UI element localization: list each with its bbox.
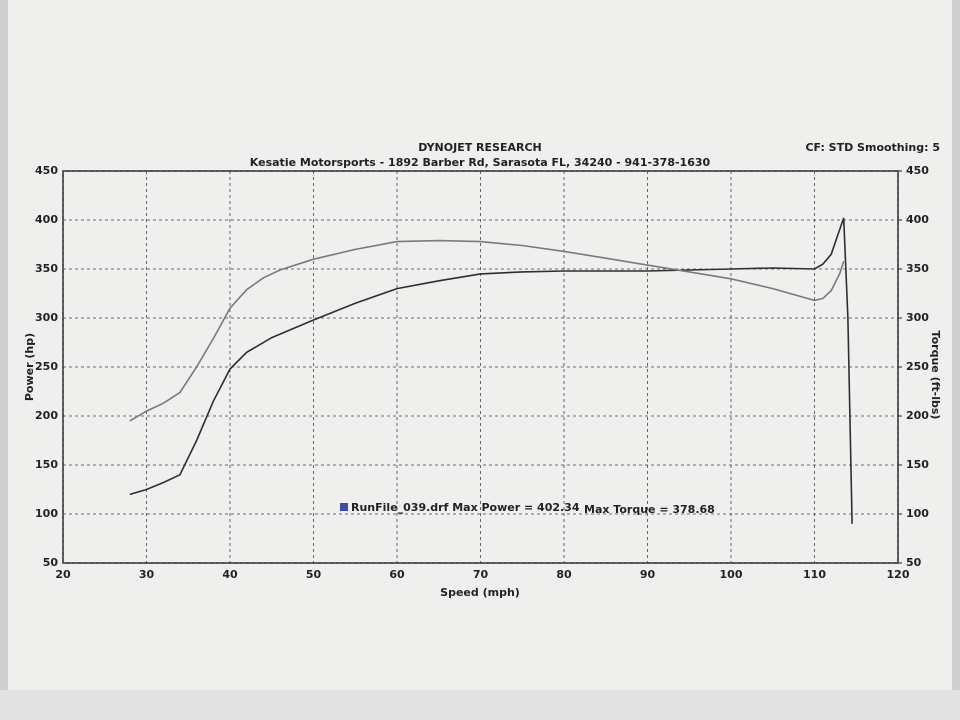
- y2-tick-label: 450: [906, 164, 929, 177]
- x-tick-label: 90: [640, 568, 656, 581]
- y-tick-label: 200: [35, 409, 58, 422]
- annotation: Max Torque = 378.68: [584, 503, 715, 516]
- y2-tick-label: 350: [906, 262, 929, 275]
- data-line: [129, 217, 853, 524]
- y2-tick-label: 50: [906, 556, 922, 569]
- x-tick-label: 20: [55, 568, 71, 581]
- sleeve: [0, 690, 960, 720]
- y-tick-label: 100: [35, 507, 58, 520]
- x-tick-label: 40: [222, 568, 238, 581]
- y2-tick-label: 150: [906, 458, 929, 471]
- settings-label: CF: STD Smoothing: 5: [805, 141, 940, 154]
- x-tick-label: 120: [887, 568, 910, 581]
- y2-tick-label: 300: [906, 311, 929, 324]
- legend-swatch: [340, 503, 348, 511]
- y2-tick-label: 400: [906, 213, 929, 226]
- x-tick-label: 110: [803, 568, 826, 581]
- x-tick-label: 100: [720, 568, 743, 581]
- data-line: [129, 239, 845, 422]
- y-axis-label: Power (hp): [23, 333, 36, 401]
- annotation: RunFile_039.drf Max Power = 402.34: [351, 501, 580, 514]
- x-axis-label: Speed (mph): [440, 586, 520, 599]
- y2-tick-label: 100: [906, 507, 929, 520]
- y-tick-label: 400: [35, 213, 58, 226]
- y-tick-label: 350: [35, 262, 58, 275]
- x-tick-label: 30: [139, 568, 155, 581]
- y-tick-label: 300: [35, 311, 58, 324]
- chart-title: DYNOJET RESEARCH: [418, 141, 541, 154]
- y2-tick-label: 200: [906, 409, 929, 422]
- x-tick-label: 50: [306, 568, 322, 581]
- x-tick-label: 60: [389, 568, 405, 581]
- y2-axis-label: Torque (ft-lbs): [929, 331, 942, 420]
- paper: [8, 0, 952, 700]
- y-tick-label: 150: [35, 458, 58, 471]
- y-tick-label: 450: [35, 164, 58, 177]
- x-tick-label: 80: [556, 568, 572, 581]
- chart-subtitle: Kesatie Motorsports - 1892 Barber Rd, Sa…: [250, 156, 711, 169]
- y-tick-label: 50: [43, 556, 59, 569]
- y2-tick-label: 250: [906, 360, 929, 373]
- y-tick-label: 250: [35, 360, 58, 373]
- x-tick-label: 70: [473, 568, 489, 581]
